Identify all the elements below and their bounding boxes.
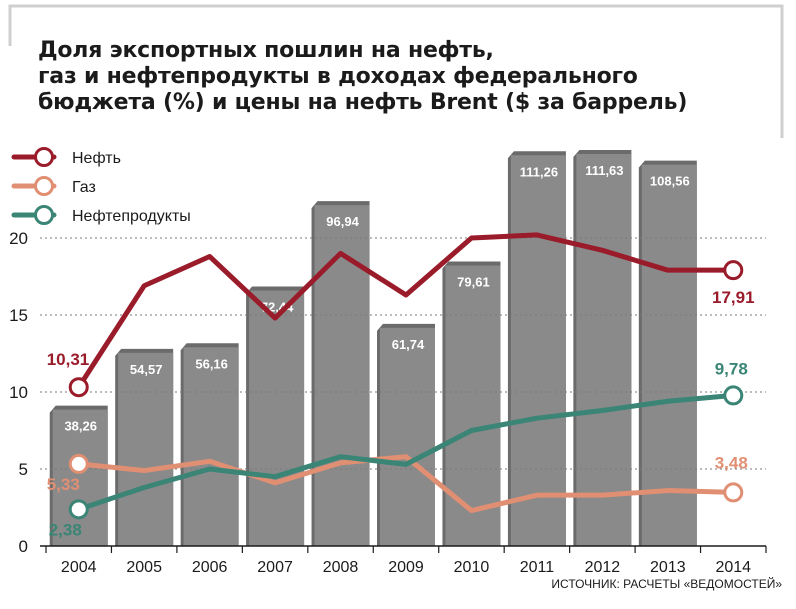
series-start-label: 2,38 — [49, 520, 82, 539]
bar — [314, 205, 370, 546]
bar-value-label: 111,26 — [520, 164, 558, 179]
series-start-label: 10,31 — [47, 350, 90, 369]
y-tick-label: 0 — [19, 537, 28, 556]
chart-title-line-2: газ и нефтепродукты в доходах федерально… — [38, 64, 638, 89]
y-tick-label: 10 — [9, 383, 28, 402]
legend-marker — [34, 176, 54, 196]
legend-marker — [34, 205, 54, 225]
bar — [380, 327, 435, 546]
bar-value-label: 79,61 — [457, 275, 490, 290]
bar-value-label: 38,26 — [64, 419, 97, 434]
series-end-label: 17,91 — [712, 288, 755, 307]
x-tick-label: 2014 — [715, 559, 751, 576]
x-tick-label: 2004 — [61, 559, 97, 576]
y-tick-label: 15 — [9, 306, 28, 325]
series-line-oil — [76, 232, 736, 390]
bar-value-label: 54,57 — [130, 362, 163, 377]
share-lines: 10,31 17,91 5,33 3,48 2,38 9,78 — [47, 232, 755, 539]
x-tick-label: 2008 — [323, 559, 359, 576]
frame-border — [8, 4, 784, 138]
bar — [118, 352, 174, 546]
y-tick-label: 5 — [19, 460, 28, 479]
series-marker-gas — [68, 453, 89, 474]
bar — [52, 409, 108, 546]
bar-value-label: 61,74 — [392, 337, 425, 352]
x-tick-label: 2013 — [650, 559, 686, 576]
legend-marker — [34, 147, 54, 167]
x-tick-label: 2006 — [192, 559, 228, 576]
x-axis: 2004 2005 2006 2007 2008 2009 2010 2011 2012 2013… — [40, 545, 767, 576]
bar-value-label: 111,63 — [585, 163, 623, 178]
series-end-label: 3,48 — [715, 453, 748, 472]
bar-value-label: 96,94 — [326, 214, 359, 229]
chart-title: Доля экспортных пошлин на нефть, газ и н… — [38, 38, 687, 116]
bar-value-label: 108,56 — [650, 174, 690, 189]
bar — [249, 290, 305, 546]
series-line-gas — [76, 454, 736, 514]
x-tick-label: 2010 — [454, 559, 490, 576]
source-note: ИСТОЧНИК: РАСЧЕТЫ «ВЕДОМОСТЕЙ» — [551, 577, 782, 591]
x-tick-label: 2005 — [126, 559, 162, 576]
series-line-products — [76, 392, 736, 512]
y-tick-label: 20 — [9, 229, 28, 248]
bar — [183, 347, 239, 546]
series-marker-products — [68, 499, 89, 520]
chart-title-line-3: бюджета (%) и цены на нефть Brent ($ за … — [38, 90, 688, 115]
chart-title-line-1: Доля экспортных пошлин на нефть, — [38, 38, 494, 63]
x-tick-label: 2011 — [520, 559, 555, 576]
legend-label: Нефтепродукты — [72, 208, 191, 225]
series-marker-products — [723, 385, 744, 406]
frame-line — [8, 4, 784, 138]
y-axis: 0 5 10 15 20 — [9, 229, 28, 556]
bar — [510, 155, 566, 546]
legend: Нефть Газ Нефтепродукты — [11, 147, 191, 225]
legend-label: Нефть — [72, 150, 121, 167]
x-tick-label: 2012 — [585, 559, 621, 576]
series-end-label: 9,78 — [715, 359, 748, 378]
series-marker-gas — [723, 482, 744, 503]
series-marker-oil — [68, 377, 89, 398]
x-tick-label: 2007 — [257, 559, 293, 576]
bar-value-label: 56,16 — [195, 356, 228, 371]
legend-label: Газ — [72, 179, 96, 196]
series-start-label: 5,33 — [47, 475, 80, 494]
x-tick-label: 2009 — [388, 559, 424, 576]
bar — [576, 153, 632, 546]
bar — [641, 164, 697, 546]
series-marker-oil — [723, 260, 744, 281]
